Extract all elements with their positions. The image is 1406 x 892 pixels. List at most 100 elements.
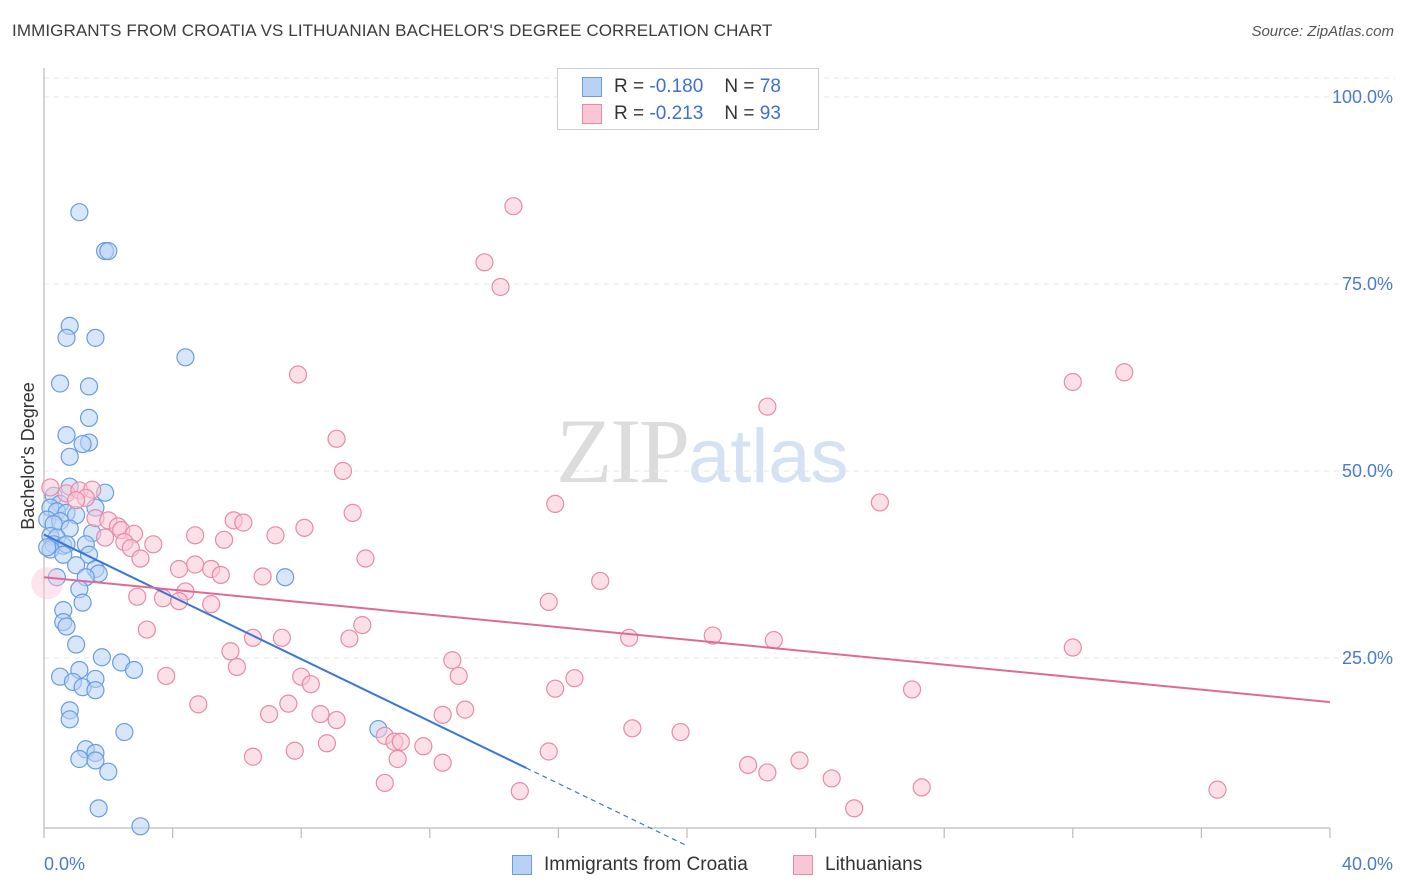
point-lithuanians bbox=[67, 491, 86, 510]
point-croatia bbox=[115, 722, 134, 742]
point-lithuanians bbox=[202, 595, 221, 614]
point-lithuanians bbox=[510, 782, 529, 801]
trend-line-croatia-extension bbox=[525, 767, 688, 847]
point-lithuanians bbox=[414, 737, 433, 756]
point-lithuanians bbox=[845, 799, 864, 818]
point-croatia bbox=[86, 328, 105, 347]
bottom-legend-label-lithuanians: Lithuanians bbox=[825, 854, 923, 875]
point-lithuanians bbox=[169, 559, 189, 579]
point-lithuanians bbox=[317, 734, 337, 753]
point-lithuanians bbox=[491, 277, 510, 297]
point-lithuanians bbox=[343, 503, 362, 522]
trend-line-lithuanians bbox=[43, 576, 1331, 704]
point-lithuanians bbox=[41, 478, 60, 497]
bottom-legend-lithuanians: Lithuanians bbox=[793, 852, 922, 878]
point-croatia bbox=[70, 203, 89, 222]
watermark: ZIPatlas bbox=[556, 398, 849, 504]
point-lithuanians bbox=[870, 493, 890, 512]
point-lithuanians bbox=[301, 675, 320, 694]
point-croatia bbox=[67, 635, 86, 654]
point-lithuanians bbox=[131, 549, 150, 568]
legend-r-value-lithuanians: -0.213 bbox=[649, 103, 704, 124]
point-lithuanians bbox=[253, 567, 272, 586]
legend-n-value-lithuanians: 93 bbox=[759, 103, 781, 124]
point-lithuanians bbox=[327, 710, 346, 730]
point-lithuanians bbox=[211, 565, 230, 585]
legend-r-label: R = bbox=[614, 76, 645, 97]
point-croatia bbox=[99, 241, 118, 261]
point-lithuanians bbox=[623, 719, 642, 738]
point-lithuanians bbox=[504, 197, 523, 216]
point-lithuanians bbox=[327, 429, 346, 448]
point-lithuanians bbox=[333, 461, 353, 481]
point-lithuanians bbox=[388, 749, 407, 769]
legend-n-label: N = bbox=[724, 76, 755, 97]
point-lithuanians bbox=[758, 763, 777, 782]
x-tick-label: 0.0% bbox=[44, 854, 85, 874]
point-lithuanians bbox=[764, 630, 783, 650]
point-lithuanians bbox=[1063, 638, 1082, 657]
point-lithuanians bbox=[758, 397, 777, 416]
point-lithuanians bbox=[620, 628, 639, 647]
point-lithuanians bbox=[157, 666, 176, 686]
point-lithuanians bbox=[186, 526, 205, 545]
point-lithuanians bbox=[234, 513, 253, 532]
point-lithuanians bbox=[671, 722, 690, 742]
point-croatia bbox=[57, 617, 76, 636]
point-lithuanians bbox=[189, 695, 208, 714]
point-croatia bbox=[89, 799, 108, 818]
point-lithuanians bbox=[433, 705, 452, 724]
point-lithuanians bbox=[475, 253, 494, 272]
bottom-legend-croatia: Immigrants from Croatia bbox=[512, 852, 748, 878]
watermark-atlas: atlas bbox=[688, 414, 849, 499]
point-lithuanians bbox=[227, 657, 246, 677]
point-croatia bbox=[50, 374, 70, 393]
point-lithuanians bbox=[591, 571, 610, 591]
point-croatia bbox=[67, 556, 86, 575]
point-croatia bbox=[86, 681, 105, 700]
point-lithuanians bbox=[546, 494, 565, 514]
point-lithuanians bbox=[288, 365, 308, 384]
correlation-legend: R = -0.180 N = 78 R = -0.213 N = 93 bbox=[557, 68, 819, 130]
source-credit: Source: ZipAtlas.com bbox=[1251, 23, 1394, 40]
point-lithuanians bbox=[539, 742, 558, 761]
legend-row-croatia: R = -0.180 N = 78 bbox=[582, 75, 781, 99]
point-lithuanians bbox=[272, 628, 292, 647]
point-lithuanians bbox=[144, 535, 163, 554]
point-lithuanians bbox=[565, 669, 584, 688]
point-croatia bbox=[73, 593, 92, 612]
legend-swatch-lithuanians bbox=[582, 104, 602, 124]
point-croatia bbox=[57, 425, 76, 445]
point-lithuanians bbox=[353, 615, 372, 635]
point-croatia bbox=[70, 749, 89, 769]
legend-row-lithuanians: R = -0.213 N = 93 bbox=[582, 102, 781, 126]
point-croatia bbox=[54, 545, 73, 564]
point-lithuanians bbox=[539, 592, 558, 612]
trend-line-croatia bbox=[43, 533, 527, 769]
point-lithuanians bbox=[912, 778, 931, 797]
point-lithuanians bbox=[266, 526, 285, 545]
point-croatia bbox=[60, 447, 79, 466]
point-lithuanians bbox=[433, 753, 452, 772]
point-lithuanians bbox=[340, 629, 359, 648]
point-lithuanians bbox=[1063, 372, 1082, 392]
legend-r-label: R = bbox=[614, 103, 645, 124]
point-lithuanians bbox=[295, 518, 314, 537]
point-lithuanians bbox=[214, 530, 234, 549]
point-croatia bbox=[73, 434, 92, 454]
point-lithuanians bbox=[259, 704, 279, 724]
point-croatia bbox=[79, 377, 99, 396]
point-lithuanians bbox=[128, 587, 147, 606]
y-tick-label: 50.0% bbox=[1342, 461, 1393, 481]
point-lithuanians bbox=[285, 741, 304, 760]
point-croatia bbox=[38, 538, 57, 557]
point-lithuanians bbox=[546, 679, 565, 698]
x-tick-label: 40.0% bbox=[1342, 854, 1393, 874]
point-croatia bbox=[276, 568, 295, 587]
point-lithuanians bbox=[95, 528, 115, 547]
legend-swatch-croatia bbox=[582, 77, 602, 97]
point-lithuanians bbox=[169, 592, 189, 611]
point-lithuanians bbox=[738, 755, 758, 775]
legend-r-value-croatia: -0.180 bbox=[649, 76, 704, 97]
